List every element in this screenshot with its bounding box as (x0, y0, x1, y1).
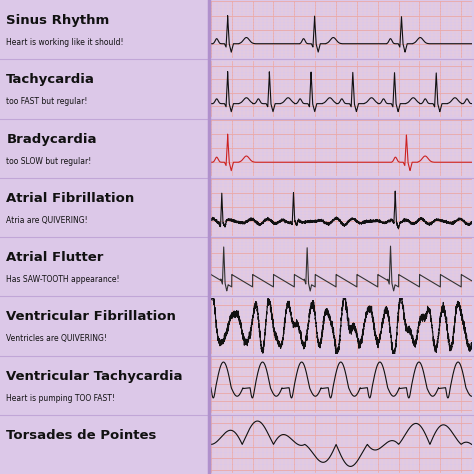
Text: Heart is pumping TOO FAST!: Heart is pumping TOO FAST! (6, 394, 115, 402)
Text: Atrial Fibrillation: Atrial Fibrillation (6, 192, 135, 205)
Text: Sinus Rhythm: Sinus Rhythm (6, 14, 109, 27)
Text: Heart is working like it should!: Heart is working like it should! (6, 38, 124, 47)
Text: Bradycardia: Bradycardia (6, 133, 97, 146)
Text: Torsades de Pointes: Torsades de Pointes (6, 429, 156, 442)
Text: Atrial Flutter: Atrial Flutter (6, 251, 104, 264)
Text: Atria are QUIVERING!: Atria are QUIVERING! (6, 216, 88, 225)
Text: Tachycardia: Tachycardia (6, 73, 95, 86)
Text: Has SAW-TOOTH appearance!: Has SAW-TOOTH appearance! (6, 275, 120, 284)
Text: Ventricular Fibrillation: Ventricular Fibrillation (6, 310, 176, 323)
Text: Ventricles are QUIVERING!: Ventricles are QUIVERING! (6, 335, 107, 343)
Text: too FAST but regular!: too FAST but regular! (6, 98, 88, 106)
Text: Ventricular Tachycardia: Ventricular Tachycardia (6, 370, 183, 383)
Text: too SLOW but regular!: too SLOW but regular! (6, 157, 91, 165)
